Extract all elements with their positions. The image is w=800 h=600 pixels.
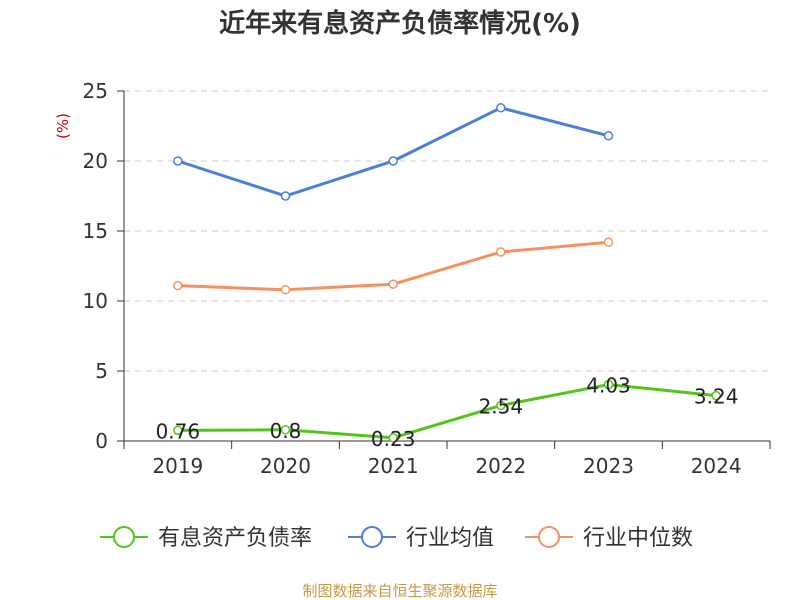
series-2-point bbox=[280, 191, 291, 201]
x-tick-label: 2019 bbox=[152, 454, 203, 478]
series-3-point bbox=[603, 237, 614, 247]
legend-label: 行业均值 bbox=[406, 526, 494, 551]
x-axis-ticks: 2019 2020 2021 2022 2023 2024 bbox=[123, 441, 771, 478]
series-lines bbox=[173, 103, 721, 443]
x-tick-label: 2020 bbox=[260, 454, 311, 478]
legend-swatch-marker bbox=[113, 526, 135, 548]
series-1-point bbox=[173, 425, 183, 436]
series-1-point bbox=[388, 433, 398, 443]
series-2-line bbox=[177, 106, 609, 198]
y-tick-label: 15 bbox=[83, 219, 108, 243]
series-2-point bbox=[603, 131, 614, 141]
series-2-point bbox=[496, 103, 506, 113]
legend-swatch-marker bbox=[361, 526, 383, 548]
legend-item: 行业均值 bbox=[348, 526, 494, 551]
data-label: 0.76 bbox=[156, 419, 201, 443]
legend-label: 有息资产负债率 bbox=[158, 526, 312, 551]
series-1-point bbox=[496, 400, 506, 411]
data-labels: 0.76 0.8 0.23 2.54 4.03 3.24 bbox=[156, 374, 739, 451]
chart-title: 近年来有息资产负债率情况(%) bbox=[219, 8, 581, 39]
x-tick-label: 2024 bbox=[691, 454, 742, 478]
series-1-point bbox=[711, 390, 721, 401]
y-tick-label: 5 bbox=[95, 359, 108, 383]
series-3-point bbox=[280, 285, 291, 295]
y-tick-label: 25 bbox=[83, 79, 108, 103]
legend-item: 有息资产负债率 bbox=[100, 526, 312, 551]
source-note: 制图数据来自恒生聚源数据库 bbox=[302, 582, 497, 600]
series-3-point bbox=[388, 279, 398, 289]
legend-swatch-marker bbox=[538, 526, 560, 548]
legend-label: 行业中位数 bbox=[583, 526, 693, 551]
series-1-line bbox=[177, 383, 717, 440]
series-3-point bbox=[173, 280, 183, 291]
data-label: 0.8 bbox=[270, 419, 302, 443]
series-1-point bbox=[280, 425, 291, 435]
data-label: 4.03 bbox=[586, 374, 631, 398]
grid-lines bbox=[124, 90, 770, 372]
data-label: 3.24 bbox=[694, 385, 739, 409]
series-2-point bbox=[173, 156, 183, 166]
legend-item: 行业中位数 bbox=[525, 526, 693, 551]
y-tick-label: 10 bbox=[83, 289, 108, 313]
x-tick-label: 2022 bbox=[475, 454, 526, 478]
x-tick-label: 2021 bbox=[368, 454, 419, 478]
legend: 有息资产负债率 行业均值 行业中位数 bbox=[100, 526, 693, 551]
series-3-point bbox=[496, 247, 506, 257]
x-tick-label: 2023 bbox=[583, 454, 634, 478]
y-tick-label: 20 bbox=[83, 149, 108, 173]
series-2-point bbox=[388, 156, 398, 166]
y-axis-unit-label: (%) bbox=[54, 113, 72, 139]
axes bbox=[123, 91, 770, 442]
y-axis-ticks: 0 5 10 15 20 25 bbox=[83, 79, 124, 453]
data-label: 0.23 bbox=[371, 427, 416, 451]
y-tick-label: 0 bbox=[95, 429, 108, 453]
data-label: 2.54 bbox=[479, 394, 524, 418]
series-1-point bbox=[603, 379, 614, 390]
